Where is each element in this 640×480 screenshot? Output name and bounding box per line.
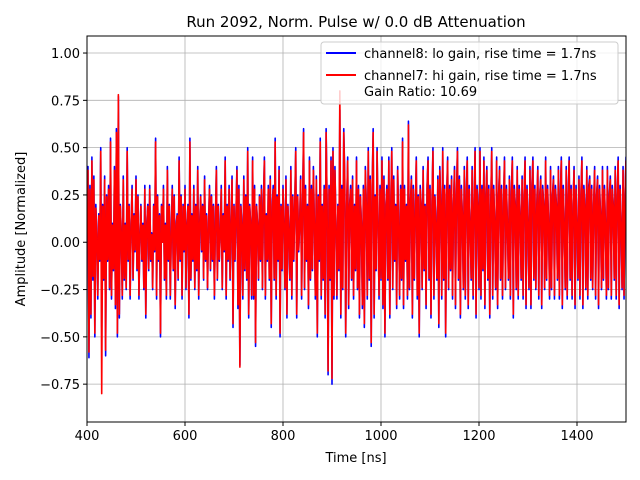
x-tick-label: 1400	[560, 429, 593, 444]
plot-area	[87, 90, 626, 395]
x-tick-label: 1000	[364, 429, 397, 444]
legend-box	[320, 41, 619, 105]
x-tick-label: 800	[271, 429, 296, 444]
chart-title: Run 2092, Norm. Pulse w/ 0.0 dB Attenuat…	[186, 13, 525, 31]
plot-frame	[86, 35, 627, 423]
y-tick-label: −0.50	[40, 331, 80, 346]
y-tick-label: 0.25	[51, 189, 80, 204]
y-axis-label: Amplitude [Normalized]	[14, 152, 29, 307]
y-tick-label: −0.25	[40, 284, 80, 299]
x-tick-label: 400	[75, 429, 100, 444]
y-tick-label: −0.75	[40, 378, 80, 393]
x-tick-label: 600	[173, 429, 198, 444]
y-axis: −0.75 −0.50 −0.25 0.00 0.25 0.50 0.75 1.00	[40, 47, 87, 393]
legend-gain-ratio: Gain Ratio: 10.69	[364, 85, 477, 100]
y-tick-label: 0.50	[51, 142, 80, 157]
x-tick-label: 1200	[462, 429, 495, 444]
series-line-channel7	[87, 90, 626, 395]
x-axis-label: Time [ns]	[324, 451, 386, 466]
legend-label-channel7: channel7: hi gain, rise time = 1.7ns	[364, 69, 597, 84]
legend: channel8: lo gain, rise time = 1.7ns cha…	[320, 41, 619, 105]
legend-label-channel8: channel8: lo gain, rise time = 1.7ns	[364, 47, 597, 62]
y-tick-label: 0.75	[51, 94, 80, 109]
x-axis: 400 600 800 1000 1200 1400	[75, 422, 594, 444]
series-layer	[87, 90, 626, 395]
y-tick-label: 1.00	[51, 47, 80, 62]
y-tick-label: 0.00	[51, 236, 80, 251]
